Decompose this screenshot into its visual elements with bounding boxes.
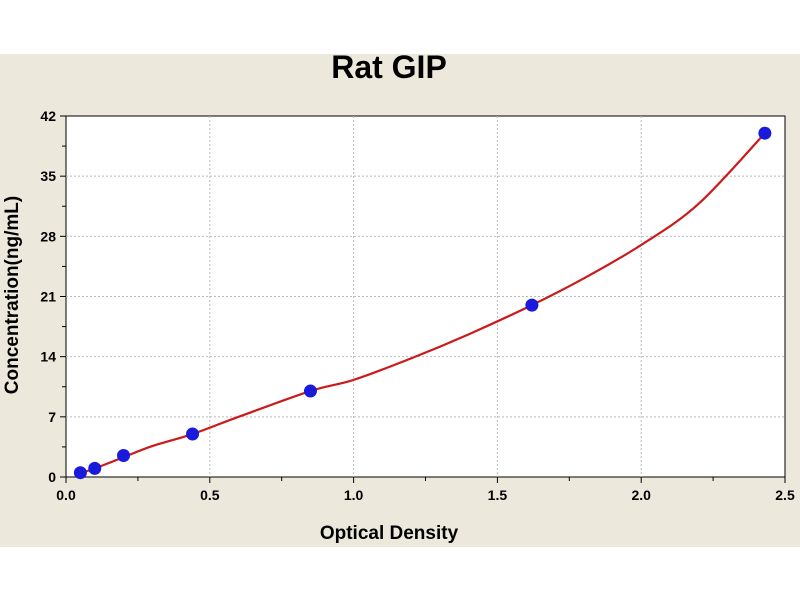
y-tick-label: 28 [40, 228, 56, 244]
x-tick-label: 2.0 [631, 487, 651, 503]
x-axis-label: Optical Density [320, 523, 459, 544]
x-tick-label: 0.0 [56, 487, 76, 503]
y-tick-label: 21 [40, 289, 56, 305]
data-point [303, 384, 317, 398]
plot-area [65, 115, 786, 478]
y-tick-label: 35 [40, 168, 56, 184]
data-point [525, 298, 539, 312]
y-tick-label: 0 [48, 469, 56, 485]
y-tick-label: 7 [48, 409, 56, 425]
x-tick-label: 1.5 [488, 487, 508, 503]
chart-title: Rat GIP [331, 49, 447, 85]
data-point [117, 449, 131, 463]
x-tick-label: 2.5 [775, 487, 795, 503]
minor-ticks [62, 145, 714, 481]
x-tick-label: 1.0 [344, 487, 364, 503]
y-axis-label: Concentration(ng/mL) [2, 196, 23, 394]
x-tick-label: 0.5 [200, 487, 220, 503]
y-tick-label: 42 [40, 108, 56, 124]
data-points-layer [73, 126, 772, 480]
y-tick-label: 14 [40, 349, 56, 365]
grid-lines [66, 116, 785, 477]
data-point [88, 461, 102, 475]
data-point [186, 427, 200, 441]
data-point [73, 466, 87, 480]
data-point [758, 126, 772, 140]
fit-curve [74, 132, 766, 477]
tick-labels: 0.0 0.5 1.0 1.5 2.0 2.5 0 7 14 21 28 35 42 [40, 108, 795, 503]
fit-curve-layer [74, 132, 766, 477]
